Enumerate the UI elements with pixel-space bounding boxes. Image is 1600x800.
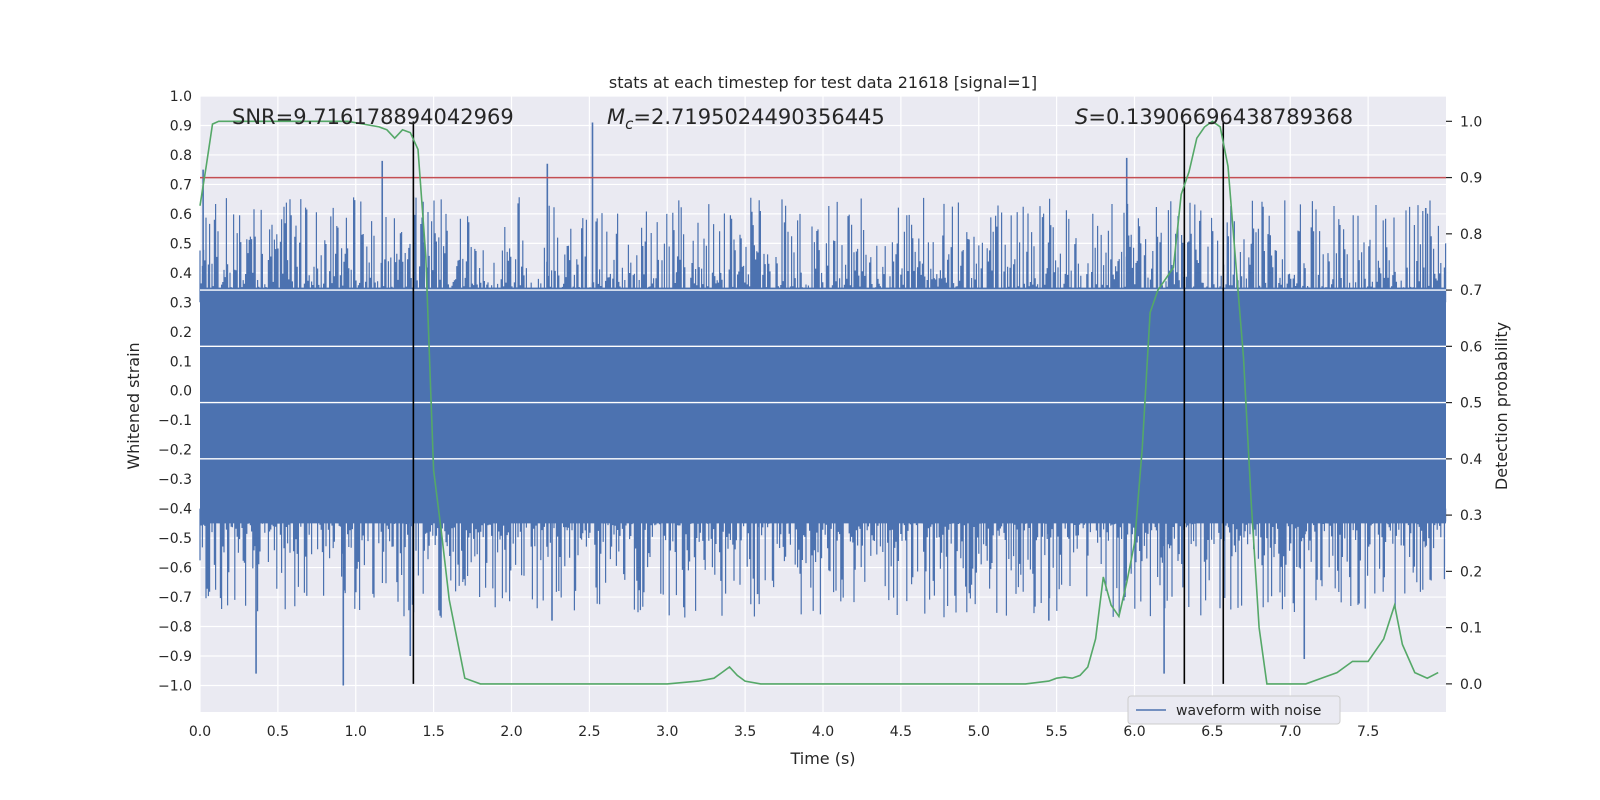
y-tick-label: 0.4 bbox=[170, 266, 192, 282]
y-axis-label: Whitened strain bbox=[124, 342, 143, 469]
noise-upper-envelope bbox=[199, 196, 1447, 303]
y-tick-label: 0.9 bbox=[170, 118, 192, 134]
noise-core-band bbox=[200, 287, 1446, 524]
y-tick-label: −0.9 bbox=[158, 649, 192, 665]
y-right-tick-label: 0.8 bbox=[1460, 227, 1482, 243]
y-right-tick-label: 0.1 bbox=[1460, 621, 1482, 637]
y-tick-label: 0.1 bbox=[170, 354, 192, 370]
y-right-tick-label: 1.0 bbox=[1460, 114, 1482, 130]
y-right-tick-label: 0.7 bbox=[1460, 283, 1482, 299]
y-tick-label: 0.0 bbox=[170, 384, 192, 400]
y-tick-label: 0.7 bbox=[170, 177, 192, 193]
x-tick-label: 4.0 bbox=[812, 724, 834, 740]
y-tick-label: 1.0 bbox=[170, 89, 192, 105]
y-right-axis-label: Detection probability bbox=[1492, 322, 1511, 490]
detection-probability-line bbox=[199, 120, 1439, 685]
y-tick-label: 0.8 bbox=[170, 148, 192, 164]
x-tick-label: 6.0 bbox=[1123, 724, 1145, 740]
y-tick-label: −0.8 bbox=[158, 620, 192, 636]
legend-box bbox=[1127, 695, 1341, 725]
s-value: =0.13906696438789368 bbox=[1088, 105, 1353, 129]
chart-title: stats at each timestep for test data 216… bbox=[609, 73, 1037, 92]
x-tick-label: 7.0 bbox=[1279, 724, 1301, 740]
y-right-axis-ticks: 0.0 0.1 0.2 0.3 0.4 0.5 0.6 0.7 0.8 0.9 1.0 bbox=[1446, 114, 1482, 693]
y-right-tick-label: 0.9 bbox=[1460, 171, 1482, 187]
x-axis-ticks: 0.0 0.5 1.0 1.5 2.0 2.5 3.0 3.5 4.0 4.5 5.0 5.5 6.0 6… bbox=[189, 724, 1379, 740]
x-tick-label: 1.0 bbox=[345, 724, 367, 740]
x-tick-label: 0.0 bbox=[189, 724, 211, 740]
y-right-tick-label: 0.6 bbox=[1460, 339, 1482, 355]
waveform-with-noise-series bbox=[199, 122, 1447, 686]
y-axis-ticks: −1.0 −0.9 −0.8 −0.7 −0.6 −0.5 −0.4 −0.3 −0.2 −0.1… bbox=[158, 89, 192, 694]
noise-lower-envelope bbox=[199, 508, 1447, 618]
x-tick-label: 6.5 bbox=[1201, 724, 1223, 740]
x-tick-label: 7.5 bbox=[1357, 724, 1379, 740]
y-right-tick-label: 0.5 bbox=[1460, 396, 1482, 412]
y-right-tick-label: 0.4 bbox=[1460, 452, 1482, 468]
x-tick-label: 3.0 bbox=[656, 724, 678, 740]
y-tick-label: −0.6 bbox=[158, 561, 192, 577]
mc-annotation: Mc=2.7195024490356445 bbox=[607, 105, 885, 133]
x-tick-label: 1.5 bbox=[422, 724, 444, 740]
y-tick-label: 0.2 bbox=[170, 325, 192, 341]
y-tick-label: −0.7 bbox=[158, 590, 192, 606]
y-tick-label: 0.5 bbox=[170, 236, 192, 252]
y-tick-label: 0.3 bbox=[170, 295, 192, 311]
y-tick-label: −0.2 bbox=[158, 443, 192, 459]
legend: waveform with noise bbox=[1127, 695, 1341, 725]
mc-subscript: c bbox=[625, 115, 634, 133]
s-annotation: S=0.13906696438789368 bbox=[1075, 105, 1353, 129]
s-symbol: S bbox=[1075, 105, 1088, 129]
y-tick-label: −0.4 bbox=[158, 502, 192, 518]
mc-value: =2.7195024490356445 bbox=[633, 105, 884, 129]
x-tick-label: 5.5 bbox=[1045, 724, 1067, 740]
snr-annotation: SNR=9.716178894042969 bbox=[232, 105, 514, 129]
x-tick-label: 2.0 bbox=[500, 724, 522, 740]
y-tick-label: −1.0 bbox=[158, 678, 192, 694]
y-tick-label: 0.6 bbox=[170, 207, 192, 223]
marker-lines bbox=[412, 121, 1225, 684]
x-tick-label: 3.5 bbox=[734, 724, 756, 740]
mc-symbol: M bbox=[607, 105, 625, 129]
x-tick-label: 2.5 bbox=[578, 724, 600, 740]
x-axis-label: Time (s) bbox=[789, 749, 855, 768]
y-tick-label: −0.1 bbox=[158, 413, 192, 429]
y-right-tick-label: 0.2 bbox=[1460, 564, 1482, 580]
x-tick-label: 0.5 bbox=[267, 724, 289, 740]
y-right-tick-label: 0.3 bbox=[1460, 508, 1482, 524]
x-tick-label: 5.0 bbox=[968, 724, 990, 740]
legend-label: waveform with noise bbox=[1176, 703, 1321, 719]
y-tick-label: −0.5 bbox=[158, 531, 192, 547]
y-tick-label: −0.3 bbox=[158, 472, 192, 488]
x-tick-label: 4.5 bbox=[890, 724, 912, 740]
y-right-tick-label: 0.0 bbox=[1460, 677, 1482, 693]
